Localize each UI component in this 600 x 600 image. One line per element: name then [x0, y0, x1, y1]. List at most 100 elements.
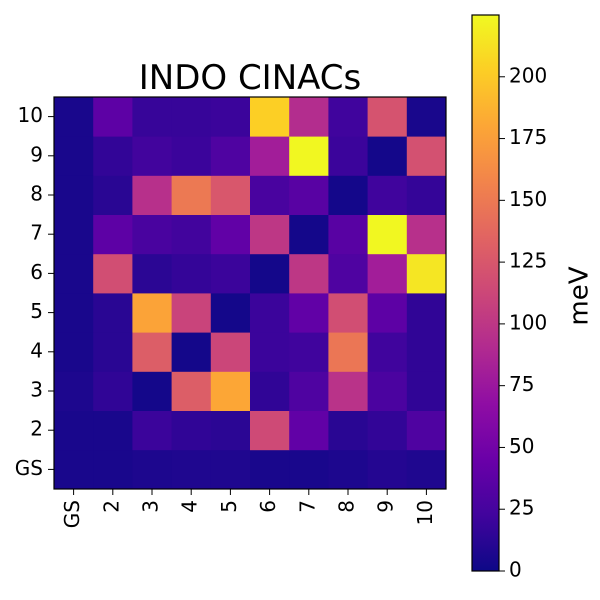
heatmap-cell-7-7	[289, 214, 329, 255]
heatmap-cells	[54, 97, 447, 490]
heatmap-cell-8-5	[210, 175, 251, 215]
heatmap-cell-2-6	[250, 410, 290, 451]
heatmap-cell-7-5	[210, 214, 251, 255]
heatmap-cell-6-3	[132, 253, 172, 294]
heatmap-cell-GS-3	[132, 449, 172, 490]
heatmap-cell-10-8	[328, 97, 368, 137]
heatmap-cell-9-3	[132, 136, 172, 176]
x-tick-label: 10	[413, 500, 437, 525]
y-tick-label: 7	[30, 221, 43, 245]
colorbar-frame	[471, 14, 500, 572]
y-tick-label: GS	[15, 456, 43, 480]
y-tick-label: 2	[30, 417, 43, 441]
heatmap-cell-7-3	[132, 214, 172, 255]
heatmap-cell-6-6	[250, 253, 290, 294]
colorbar-label: meV	[565, 266, 595, 325]
heatmap-cell-6-GS	[54, 253, 94, 294]
heatmap-cell-10-5	[210, 97, 251, 137]
heatmap-cell-5-2	[93, 293, 133, 333]
heatmap-cell-7-9	[367, 214, 408, 255]
heatmap-cell-4-10	[406, 332, 447, 372]
heatmap-cell-4-5	[210, 332, 251, 372]
heatmap-cell-10-7	[289, 97, 329, 137]
heatmap-cell-6-2	[93, 253, 133, 294]
heatmap-cell-GS-2	[93, 449, 133, 490]
heatmap-cell-3-10	[406, 371, 447, 411]
heatmap-cell-3-6	[250, 371, 290, 411]
heatmap-cell-9-2	[93, 136, 133, 176]
x-tick-label: 7	[295, 500, 319, 513]
heatmap-cell-10-6	[250, 97, 290, 137]
heatmap-cell-9-8	[328, 136, 368, 176]
x-tick-label: 2	[99, 500, 123, 513]
y-tick-label: 8	[30, 182, 43, 206]
heatmap-cell-2-2	[93, 410, 133, 451]
heatmap-cell-8-3	[132, 175, 172, 215]
colorbar-tick-label: 175	[509, 125, 547, 149]
heatmap-cell-5-4	[171, 293, 212, 333]
heatmap-cell-4-2	[93, 332, 133, 372]
colorbar-tick-label: 50	[509, 434, 534, 458]
heatmap-cell-7-2	[93, 214, 133, 255]
colorbar: 0 25 50 75 100 125 150 175 200 meV	[471, 14, 595, 582]
heatmap-cell-6-9	[367, 253, 408, 294]
heatmap-cell-5-8	[328, 293, 368, 333]
heatmap-cell-2-GS	[54, 410, 94, 451]
heatmap-cell-4-9	[367, 332, 408, 372]
heatmap-cell-4-3	[132, 332, 172, 372]
x-tick-label: 9	[374, 500, 398, 513]
x-axis: GS 2 3 4 5 6 7 8 9 10	[60, 489, 437, 528]
y-tick-label: 6	[30, 260, 43, 284]
heatmap-cell-7-8	[328, 214, 368, 255]
heatmap-cell-3-3	[132, 371, 172, 411]
colorbar-tick-label: 100	[509, 310, 547, 334]
heatmap-cell-9-GS	[54, 136, 94, 176]
heatmap-cell-10-2	[93, 97, 133, 137]
heatmap-cell-5-5	[210, 293, 251, 333]
heatmap-cell-7-GS	[54, 214, 94, 255]
heatmap-cell-4-GS	[54, 332, 94, 372]
heatmap-cell-3-2	[93, 371, 133, 411]
heatmap-cell-GS-5	[210, 449, 251, 490]
heatmap-cell-3-5	[210, 371, 251, 411]
heatmap-cell-5-10	[406, 293, 447, 333]
heatmap-cell-GS-8	[328, 449, 368, 490]
colorbar-ticks: 0 25 50 75 100 125 150 175 200	[499, 63, 547, 582]
chart-title: INDO CINACs	[139, 58, 362, 98]
heatmap-cell-4-4	[171, 332, 212, 372]
heatmap-cell-GS-6	[250, 449, 290, 490]
heatmap-cell-4-8	[328, 332, 368, 372]
heatmap-cell-3-7	[289, 371, 329, 411]
heatmap-cell-6-10	[406, 253, 447, 294]
heatmap-cell-10-10	[406, 97, 447, 137]
heatmap-cell-6-7	[289, 253, 329, 294]
heatmap-cell-3-GS	[54, 371, 94, 411]
heatmap-cell-10-3	[132, 97, 172, 137]
heatmap-cell-9-10	[406, 136, 447, 176]
x-tick-label: 8	[335, 500, 359, 513]
heatmap-cell-5-3	[132, 293, 172, 333]
heatmap-cell-10-4	[171, 97, 212, 137]
colorbar-tick-label: 0	[509, 558, 522, 582]
heatmap-cell-8-8	[328, 175, 368, 215]
x-tick-label: 3	[139, 500, 163, 513]
heatmap-cell-7-10	[406, 214, 447, 255]
heatmap-cell-2-8	[328, 410, 368, 451]
heatmap-cell-2-7	[289, 410, 329, 451]
heatmap-cell-8-10	[406, 175, 447, 215]
heatmap-cell-5-GS	[54, 293, 94, 333]
colorbar-tick-label: 150	[509, 187, 547, 211]
colorbar-tick-label: 75	[509, 372, 534, 396]
heatmap-cell-GS-10	[406, 449, 447, 490]
heatmap-cell-3-4	[171, 371, 212, 411]
heatmap-cell-8-GS	[54, 175, 94, 215]
heatmap-cell-GS-GS	[54, 449, 94, 490]
colorbar-tick-label: 25	[509, 496, 534, 520]
colorbar-tick-label: 125	[509, 249, 547, 273]
heatmap-frame	[53, 96, 447, 490]
heatmap-cell-3-8	[328, 371, 368, 411]
heatmap-cell-9-6	[250, 136, 290, 176]
heatmap-cell-8-6	[250, 175, 290, 215]
heatmap-cell-7-4	[171, 214, 212, 255]
heatmap-cell-6-5	[210, 253, 251, 294]
